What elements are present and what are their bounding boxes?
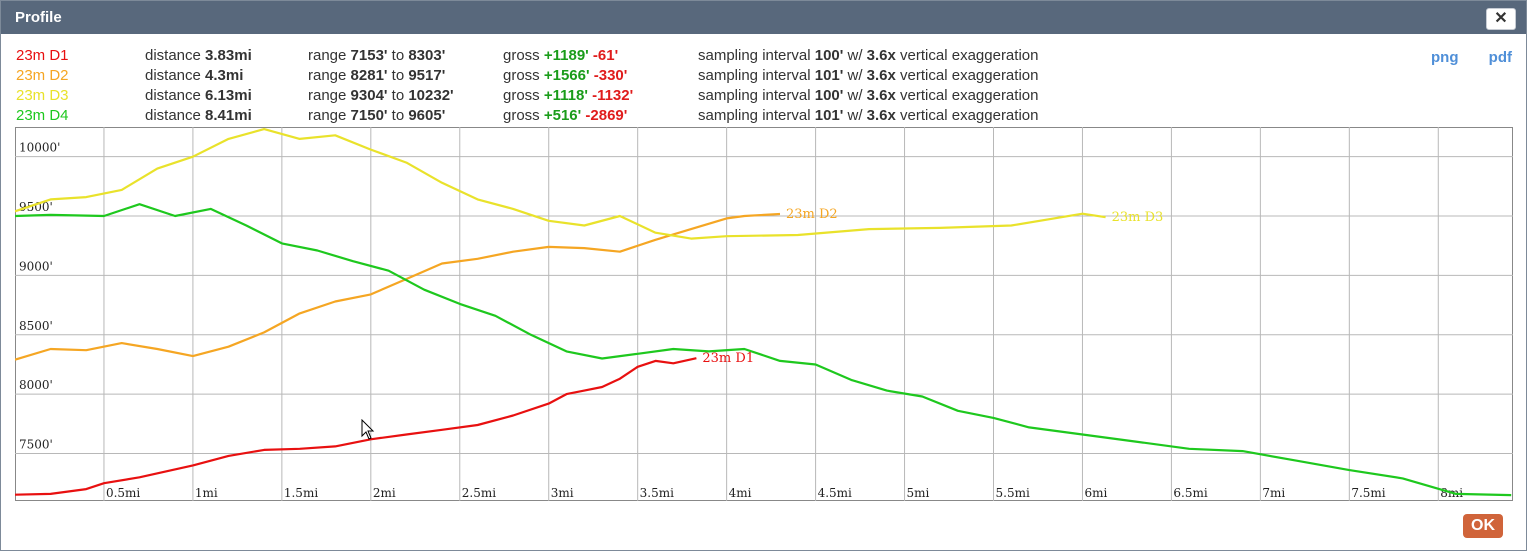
y-tick-label: 9000' [19,259,53,273]
track-sampling: sampling interval 101' w/ 3.6x vertical … [698,67,1038,84]
x-tick-label: 4mi [729,486,752,500]
track-distance: distance 4.3mi [145,67,243,84]
x-tick-label: 3mi [551,486,574,500]
track-range: range 9304' to 10232' [308,87,454,104]
track-name: 23m D4 [16,107,69,124]
x-tick-label: 1mi [195,486,218,500]
x-tick-label: 2mi [373,486,396,500]
series-end-label: 23m D3 [1112,210,1164,225]
track-distance: distance 3.83mi [145,47,252,64]
series-end-label: 23m D2 [786,207,838,222]
x-tick-label: 4.5mi [818,486,852,500]
track-gross: gross +516' -2869' [503,107,627,124]
pdf-link[interactable]: pdf [1489,49,1512,66]
track-sampling: sampling interval 100' w/ 3.6x vertical … [698,47,1038,64]
track-name: 23m D2 [16,67,69,84]
export-links: png pdf [1405,49,1512,66]
x-tick-label: 5.5mi [996,486,1030,500]
track-gross: gross +1566' -330' [503,67,627,84]
elevation-profile-chart: 7500' 8000' 8500' 9000' 9500' 10000' 0.5mi 1mi… [15,127,1513,501]
x-tick-label: 6mi [1084,486,1107,500]
x-tick-label: 2.5mi [462,486,496,500]
track-range: range 7150' to 9605' [308,107,445,124]
x-tick-label: 7.5mi [1351,486,1385,500]
y-tick-label: 10000' [19,141,60,155]
x-tick-label: 0.5mi [106,486,140,500]
y-tick-label: 7500' [19,438,53,452]
track-name: 23m D1 [16,47,69,64]
track-sampling: sampling interval 101' w/ 3.6x vertical … [698,107,1038,124]
track-distance: distance 8.41mi [145,107,252,124]
track-stats-row: 23m D4 distance 8.41mi range 7150' to 96… [1,107,1526,127]
x-tick-label: 3.5mi [640,486,674,500]
track-gross: gross +1118' -1132' [503,87,633,104]
y-tick-label: 8000' [19,378,53,392]
dialog-title: Profile [15,9,62,26]
y-tick-label: 9500' [19,200,53,214]
x-tick-label: 6.5mi [1173,486,1207,500]
track-gross: gross +1189' -61' [503,47,618,64]
ok-button[interactable]: OK [1463,514,1503,538]
close-button[interactable]: ✕ [1486,8,1516,30]
track-sampling: sampling interval 100' w/ 3.6x vertical … [698,87,1038,104]
x-tick-label: 1.5mi [284,486,318,500]
track-distance: distance 6.13mi [145,87,252,104]
png-link[interactable]: png [1431,49,1459,66]
track-stats-row: 23m D1 distance 3.83mi range 7153' to 83… [1,47,1526,67]
mouse-pointer-icon [361,419,375,441]
track-range: range 8281' to 9517' [308,67,445,84]
x-tick-label: 7mi [1262,486,1285,500]
track-range: range 7153' to 8303' [308,47,445,64]
x-tick-label: 5mi [907,486,930,500]
track-stats-row: 23m D3 distance 6.13mi range 9304' to 10… [1,87,1526,107]
track-stats-row: 23m D2 distance 4.3mi range 8281' to 951… [1,67,1526,87]
track-name: 23m D3 [16,87,69,104]
series-end-label: 23m D1 [702,351,754,366]
plot-frame [16,128,1513,501]
y-tick-label: 8500' [19,319,53,333]
dialog-titlebar: Profile ✕ [1,1,1526,34]
profile-dialog: Profile ✕ 23m D1 distance 3.83mi range 7… [0,0,1527,551]
